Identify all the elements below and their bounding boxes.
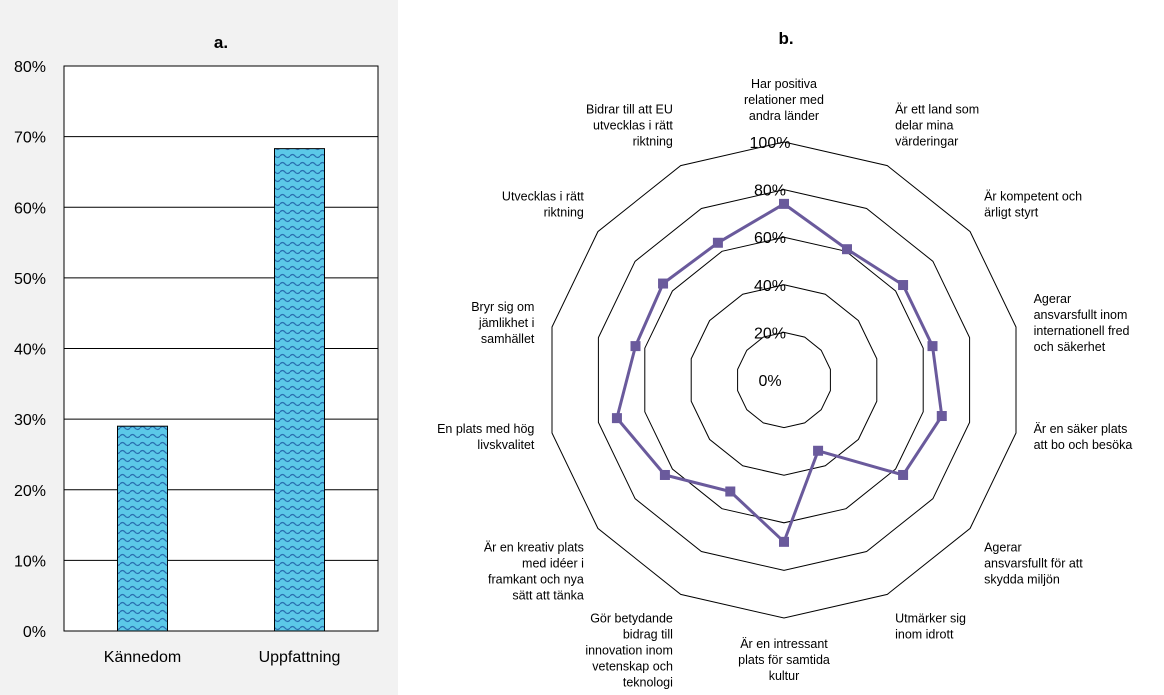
spoke-label: Är en intressant plats för samtida kultur	[738, 637, 830, 683]
spoke-label: Agerar ansvarsfullt inom internationell fr…	[1034, 292, 1130, 354]
radar-ring	[597, 189, 971, 571]
radar-point	[712, 237, 723, 248]
spoke-label: Är en säker plats att bo och besöka	[1034, 422, 1133, 452]
radial-tick-label: 60%	[754, 230, 786, 247]
chart-title-a: a.	[214, 33, 228, 52]
spoke-label: Agerar ansvarsfullt för att skydda miljön	[984, 541, 1083, 587]
category-label: Kännedom	[104, 649, 181, 666]
y-tick-label: 10%	[14, 553, 46, 570]
radar-point	[779, 198, 789, 209]
radar-point	[813, 445, 824, 456]
radial-tick-label: 20%	[754, 325, 786, 342]
y-tick-label: 70%	[14, 130, 46, 147]
spoke-label: Bryr sig om jämlikhet i samhället	[471, 300, 535, 346]
radial-tick-label: 80%	[754, 183, 786, 200]
radar-point	[779, 536, 789, 547]
radial-tick-label: 40%	[754, 278, 786, 295]
radar-point	[841, 244, 852, 255]
y-tick-label: 20%	[14, 483, 46, 500]
radar-point	[936, 411, 947, 422]
radar-point	[898, 469, 909, 480]
radar-plot-area	[408, 0, 1164, 695]
bar-chart: 0% 10% 20% 30% 40% 50% 60% 70% 80% Kännedom Uppfa…	[14, 33, 379, 666]
spoke-label: Utmärker sig inom idrott	[895, 612, 966, 642]
y-tick-label: 80%	[14, 59, 46, 76]
spoke-label: Utvecklas i rätt riktning	[502, 189, 584, 219]
y-tick-label: 50%	[14, 271, 46, 288]
radar-point	[898, 280, 909, 291]
radar-point	[630, 341, 641, 352]
category-label: Uppfattning	[259, 649, 341, 666]
radial-tick-label: 100%	[750, 135, 791, 152]
spoke-label: Har positiva relationer med andra länder	[744, 77, 824, 123]
radial-tick-label: 0%	[758, 373, 781, 390]
radar-point	[927, 341, 938, 352]
bar	[274, 148, 325, 632]
bar	[117, 425, 168, 632]
spoke-label: Gör betydande bidrag till innovation inom v…	[585, 612, 673, 690]
y-tick-label: 60%	[14, 200, 46, 217]
radar-ring	[737, 331, 831, 429]
y-tick-label: 40%	[14, 342, 46, 359]
y-tick-label: 0%	[23, 624, 46, 641]
spoke-label: Bidrar till att EU utvecklas i rätt riktni…	[586, 102, 673, 148]
chart-title-b: b.	[778, 29, 793, 48]
panel-b: 0% 20% 40% 60% 80% 100% Har positiva relatione…	[408, 0, 1164, 695]
panel-a: 0% 10% 20% 30% 40% 50% 60% 70% 80% Kännedom Uppfa…	[0, 0, 398, 695]
radar-chart: 0% 20% 40% 60% 80% 100% Har positiva relatione…	[408, 0, 1164, 695]
radar-ring	[690, 284, 878, 476]
radar-ring	[644, 236, 924, 524]
y-tick-label: 30%	[14, 412, 46, 429]
radar-point	[725, 486, 736, 497]
spoke-label: Är kompetent och ärligt styrt	[984, 189, 1082, 219]
radar-point	[611, 413, 622, 424]
spoke-label: En plats med hög livskvalitet	[437, 422, 535, 452]
radar-point	[658, 278, 669, 289]
radar-ring	[551, 141, 1017, 619]
spoke-label: Är en kreativ plats med idéer i framkant o…	[484, 541, 584, 603]
spoke-label: Är ett land som delar mina värderingar	[895, 102, 979, 148]
radar-point	[659, 469, 670, 480]
